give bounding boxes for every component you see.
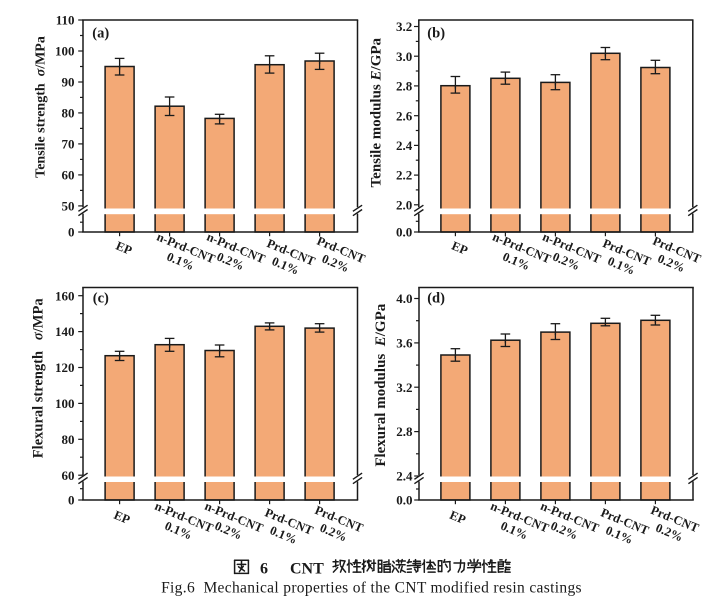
svg-text:3.2: 3.2 xyxy=(396,380,412,395)
svg-text:80: 80 xyxy=(62,432,75,447)
svg-text:100: 100 xyxy=(55,396,75,411)
svg-text:Flexural strength σ/MPa: Flexural strength σ/MPa xyxy=(31,298,47,459)
svg-text:70: 70 xyxy=(62,137,75,152)
svg-text:EP: EP xyxy=(112,508,132,527)
svg-text:6: 6 xyxy=(260,561,268,578)
svg-text:0.0: 0.0 xyxy=(396,493,412,508)
svg-text:0.0: 0.0 xyxy=(396,225,412,240)
svg-text:4.0: 4.0 xyxy=(396,291,412,306)
svg-text:60: 60 xyxy=(62,468,75,483)
svg-text:Tensile modulus E/GPa: Tensile modulus E/GPa xyxy=(369,37,385,187)
svg-text:2.4: 2.4 xyxy=(396,469,413,484)
svg-text:EP: EP xyxy=(448,508,468,527)
svg-text:60: 60 xyxy=(62,168,75,183)
svg-text:Fig.6 Mechanical properties o: Fig.6 Mechanical properties of the CNT m… xyxy=(161,579,582,596)
svg-text:2.6: 2.6 xyxy=(396,108,413,123)
svg-text:(b): (b) xyxy=(427,25,445,41)
svg-text:Tensile strength σ/MPa: Tensile strength σ/MPa xyxy=(33,36,48,178)
svg-text:90: 90 xyxy=(62,75,75,90)
svg-text:0: 0 xyxy=(68,225,75,240)
svg-text:140: 140 xyxy=(55,324,75,339)
svg-text:80: 80 xyxy=(62,106,75,121)
svg-text:EP: EP xyxy=(114,239,134,258)
svg-text:3.0: 3.0 xyxy=(396,49,412,64)
svg-text:0: 0 xyxy=(68,493,75,508)
svg-text:2.8: 2.8 xyxy=(396,79,413,94)
svg-text:(d): (d) xyxy=(427,291,445,307)
svg-text:100: 100 xyxy=(55,44,75,59)
svg-text:3.2: 3.2 xyxy=(396,19,412,34)
svg-text:160: 160 xyxy=(55,288,75,303)
svg-text:2.4: 2.4 xyxy=(396,138,413,153)
svg-text:Flexural modulus E/GPa: Flexural modulus E/GPa xyxy=(373,303,389,466)
svg-text:(a): (a) xyxy=(92,25,109,41)
svg-text:110: 110 xyxy=(56,13,75,28)
svg-text:(c): (c) xyxy=(93,291,109,307)
svg-text:2.2: 2.2 xyxy=(396,168,412,183)
svg-text:CNT: CNT xyxy=(290,561,324,578)
svg-text:120: 120 xyxy=(55,360,75,375)
svg-text:3.6: 3.6 xyxy=(396,336,413,351)
svg-text:EP: EP xyxy=(450,239,470,258)
svg-text:2.0: 2.0 xyxy=(396,197,412,212)
svg-text:50: 50 xyxy=(62,199,75,214)
svg-text:2.8: 2.8 xyxy=(396,424,413,439)
